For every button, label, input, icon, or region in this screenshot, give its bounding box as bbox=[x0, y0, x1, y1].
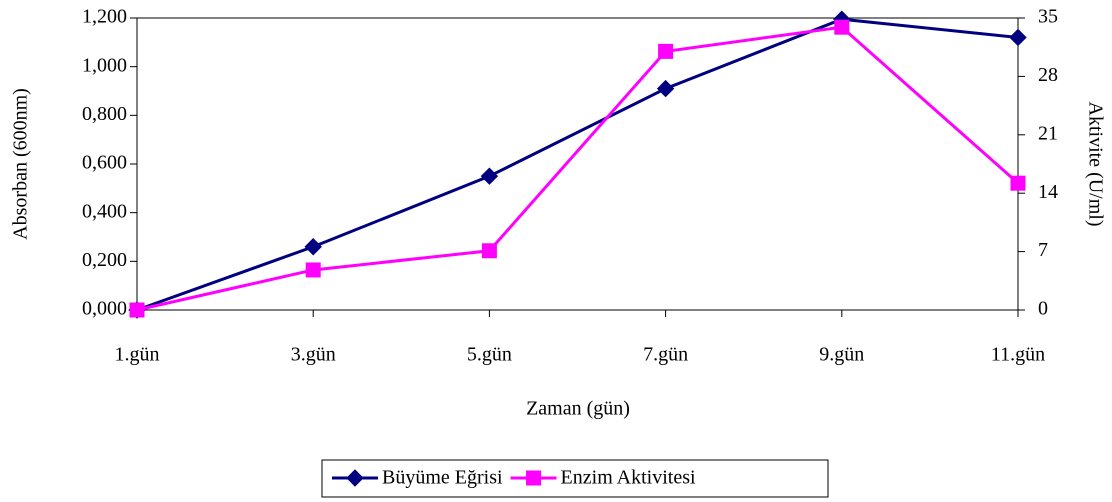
y-tick-label: 1,000 bbox=[82, 54, 127, 76]
data-point bbox=[1010, 175, 1026, 191]
data-point bbox=[305, 262, 321, 278]
y2-tick-label: 28 bbox=[1038, 64, 1058, 86]
data-point bbox=[834, 19, 850, 35]
y2-tick-label: 35 bbox=[1038, 6, 1058, 28]
legend-marker bbox=[526, 470, 542, 486]
x-tick-label: 3.gün bbox=[291, 344, 336, 366]
y-tick-label: 0,600 bbox=[82, 152, 127, 174]
legend-marker bbox=[346, 469, 364, 487]
legend-box bbox=[321, 459, 829, 498]
data-point bbox=[480, 167, 499, 185]
y2-axis-label: Aktivite (U/ml) bbox=[1084, 102, 1106, 227]
plot-frame bbox=[136, 17, 1019, 311]
series-line bbox=[136, 17, 1019, 312]
x-tick-label: 11.gün bbox=[991, 344, 1045, 366]
legend-label: Büyüme Eğrisi bbox=[382, 467, 503, 489]
x-tick-label: 7.gün bbox=[643, 344, 688, 366]
y-tick-label: 0,800 bbox=[82, 103, 127, 125]
data-point bbox=[129, 302, 145, 318]
legend-label: Enzim Aktivitesi bbox=[561, 467, 696, 489]
data-point bbox=[304, 238, 322, 256]
data-point bbox=[656, 79, 675, 98]
series-line bbox=[136, 25, 1019, 312]
x-tick-label: 1.gün bbox=[115, 344, 160, 366]
y-axis-label: Absorban (600nm) bbox=[10, 88, 32, 240]
y-tick-label: 1,200 bbox=[82, 6, 127, 28]
y-tick-label: 0,000 bbox=[82, 298, 127, 320]
y2-tick-label: 0 bbox=[1038, 298, 1048, 320]
y2-tick-label: 14 bbox=[1038, 181, 1058, 203]
x-tick-label: 9.gün bbox=[819, 344, 864, 366]
y2-tick-label: 21 bbox=[1038, 122, 1058, 144]
data-point bbox=[1009, 28, 1027, 47]
x-axis-label: Zaman (gün) bbox=[526, 398, 630, 420]
x-tick-label: 5.gün bbox=[467, 344, 512, 366]
y2-tick-label: 7 bbox=[1038, 239, 1048, 261]
y-tick-label: 0,400 bbox=[82, 200, 127, 222]
y-tick-label: 0,200 bbox=[82, 249, 127, 271]
data-point bbox=[481, 243, 497, 259]
data-point bbox=[658, 43, 674, 59]
